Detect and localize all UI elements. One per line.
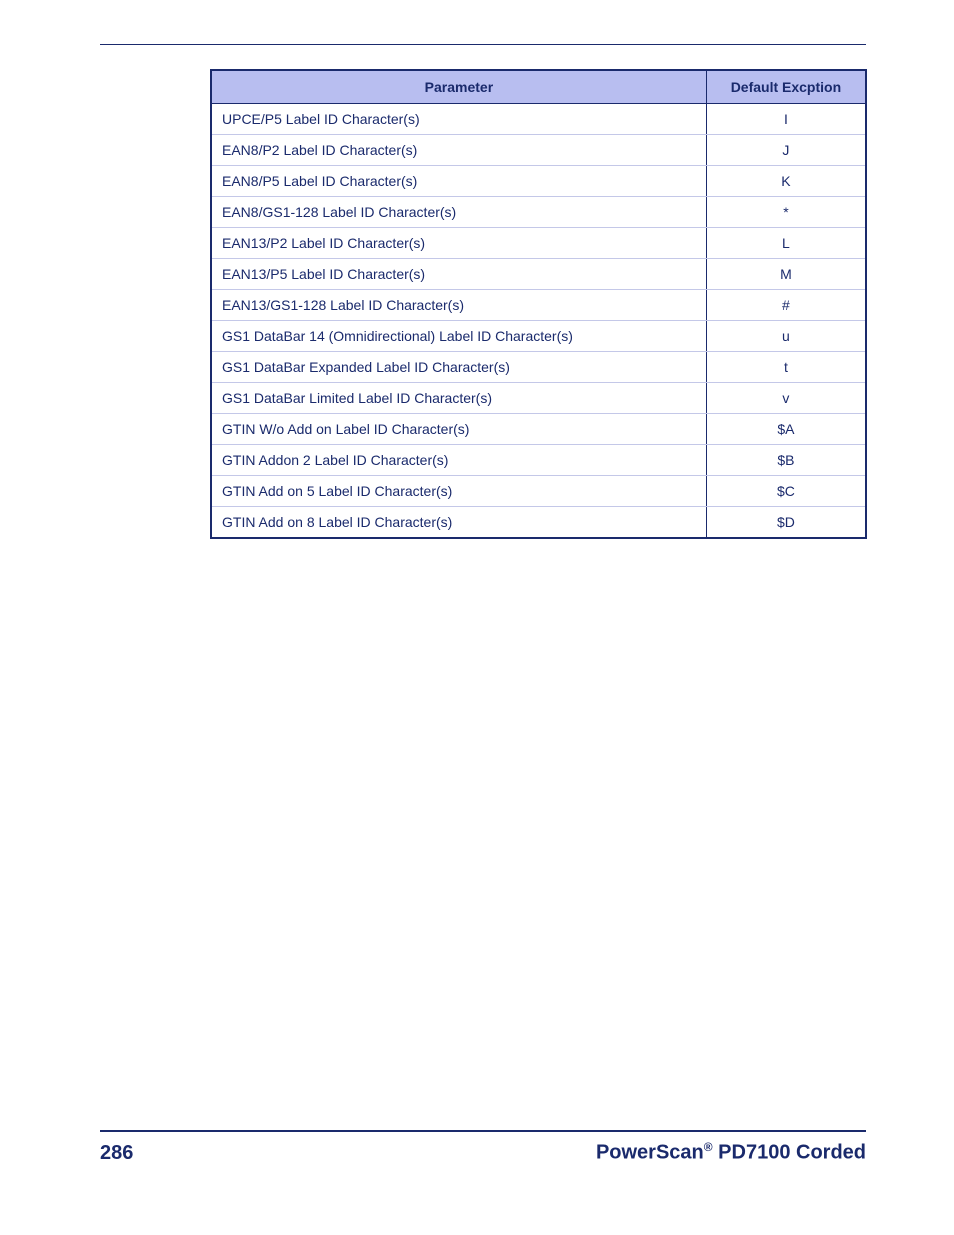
product-suffix: PD7100 Corded — [713, 1142, 866, 1164]
cell-default: K — [706, 166, 866, 197]
cell-parameter: EAN8/P5 Label ID Character(s) — [211, 166, 706, 197]
cell-default: $D — [706, 507, 866, 539]
cell-default: J — [706, 135, 866, 166]
parameter-table: Parameter Default Excption UPCE/P5 Label… — [210, 69, 867, 539]
table-row: UPCE/P5 Label ID Character(s)I — [211, 104, 866, 135]
cell-parameter: GS1 DataBar Limited Label ID Character(s… — [211, 383, 706, 414]
cell-parameter: GTIN Addon 2 Label ID Character(s) — [211, 445, 706, 476]
cell-parameter: EAN13/P2 Label ID Character(s) — [211, 228, 706, 259]
cell-default: t — [706, 352, 866, 383]
cell-default: M — [706, 259, 866, 290]
cell-parameter: EAN8/GS1-128 Label ID Character(s) — [211, 197, 706, 228]
cell-parameter: GTIN W/o Add on Label ID Character(s) — [211, 414, 706, 445]
cell-parameter: EAN13/GS1-128 Label ID Character(s) — [211, 290, 706, 321]
table-row: GS1 DataBar 14 (Omnidirectional) Label I… — [211, 321, 866, 352]
cell-default: $C — [706, 476, 866, 507]
table-row: GTIN Add on 5 Label ID Character(s)$C — [211, 476, 866, 507]
cell-parameter: UPCE/P5 Label ID Character(s) — [211, 104, 706, 135]
table-row: EAN13/P5 Label ID Character(s)M — [211, 259, 866, 290]
table-row: EAN13/P2 Label ID Character(s)L — [211, 228, 866, 259]
table-row: EAN8/GS1-128 Label ID Character(s)* — [211, 197, 866, 228]
footer-rule — [100, 1130, 866, 1132]
product-prefix: PowerScan — [596, 1142, 704, 1164]
table-row: GTIN W/o Add on Label ID Character(s)$A — [211, 414, 866, 445]
cell-parameter: EAN13/P5 Label ID Character(s) — [211, 259, 706, 290]
registered-icon: ® — [704, 1140, 713, 1154]
header-default: Default Excption — [706, 70, 866, 104]
page-content: Parameter Default Excption UPCE/P5 Label… — [100, 44, 866, 1165]
table-header-row: Parameter Default Excption — [211, 70, 866, 104]
page-footer: 286 PowerScan® PD7100 Corded — [100, 1130, 866, 1165]
cell-default: v — [706, 383, 866, 414]
cell-parameter: GTIN Add on 5 Label ID Character(s) — [211, 476, 706, 507]
cell-parameter: GS1 DataBar Expanded Label ID Character(… — [211, 352, 706, 383]
cell-parameter: GTIN Add on 8 Label ID Character(s) — [211, 507, 706, 539]
cell-default: L — [706, 228, 866, 259]
table-row: EAN8/P2 Label ID Character(s)J — [211, 135, 866, 166]
table-row: GTIN Addon 2 Label ID Character(s)$B — [211, 445, 866, 476]
page-number: 286 — [100, 1142, 133, 1165]
header-parameter: Parameter — [211, 70, 706, 104]
cell-default: * — [706, 197, 866, 228]
cell-default: u — [706, 321, 866, 352]
cell-default: I — [706, 104, 866, 135]
header-rule — [100, 44, 866, 45]
cell-default: $B — [706, 445, 866, 476]
cell-parameter: EAN8/P2 Label ID Character(s) — [211, 135, 706, 166]
footer-row: 286 PowerScan® PD7100 Corded — [100, 1140, 866, 1165]
table-body: UPCE/P5 Label ID Character(s)I EAN8/P2 L… — [211, 104, 866, 539]
product-name: PowerScan® PD7100 Corded — [596, 1140, 866, 1165]
table-row: EAN13/GS1-128 Label ID Character(s)# — [211, 290, 866, 321]
table-row: GS1 DataBar Limited Label ID Character(s… — [211, 383, 866, 414]
cell-parameter: GS1 DataBar 14 (Omnidirectional) Label I… — [211, 321, 706, 352]
table-row: GTIN Add on 8 Label ID Character(s)$D — [211, 507, 866, 539]
table-row: GS1 DataBar Expanded Label ID Character(… — [211, 352, 866, 383]
table-row: EAN8/P5 Label ID Character(s)K — [211, 166, 866, 197]
cell-default: # — [706, 290, 866, 321]
cell-default: $A — [706, 414, 866, 445]
